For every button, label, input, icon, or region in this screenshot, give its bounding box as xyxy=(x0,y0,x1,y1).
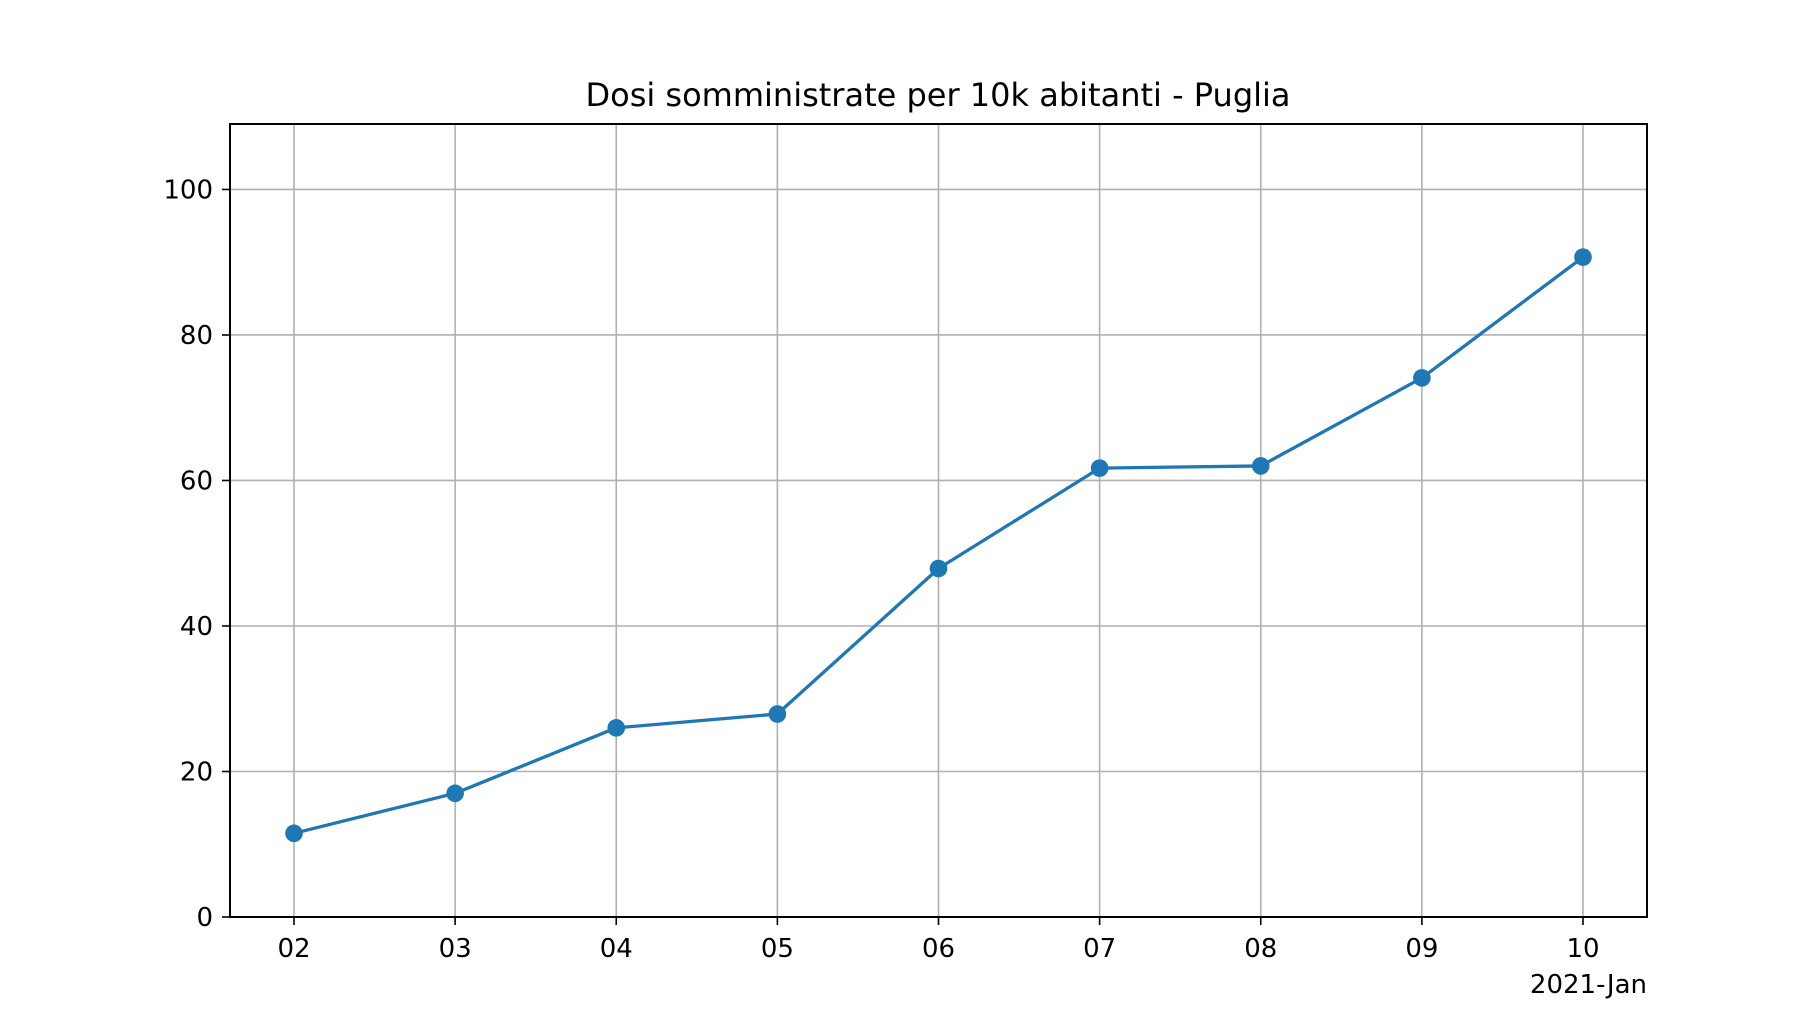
x-tick-label: 04 xyxy=(600,934,633,964)
data-point xyxy=(1574,248,1592,266)
x-tick-label: 08 xyxy=(1244,934,1277,964)
y-tick-label: 60 xyxy=(180,466,213,496)
x-tick-label: 02 xyxy=(277,934,310,964)
data-point xyxy=(768,705,787,723)
chart-title: Dosi somministrate per 10k abitanti - Pu… xyxy=(585,76,1290,114)
x-tick-label: 10 xyxy=(1566,934,1599,964)
data-point xyxy=(607,719,626,737)
x-axis-offset-label: 2021-Jan xyxy=(1530,970,1647,1000)
x-tick-label: 06 xyxy=(922,934,955,964)
data-point xyxy=(1090,459,1109,477)
data-point xyxy=(1413,369,1431,387)
data-point xyxy=(1251,457,1270,475)
data-point xyxy=(929,559,948,578)
x-tick-label: 09 xyxy=(1405,934,1438,964)
series-layer xyxy=(285,248,1592,843)
y-tick-label: 80 xyxy=(180,321,213,351)
x-tick-label: 07 xyxy=(1083,934,1116,964)
y-tick-label: 100 xyxy=(163,175,213,205)
y-tick-label: 20 xyxy=(180,757,213,787)
data-point xyxy=(446,784,464,803)
y-tick-label: 40 xyxy=(180,612,213,642)
x-tick-label: 05 xyxy=(761,934,794,964)
y-tick-label: 0 xyxy=(196,903,213,933)
data-point xyxy=(285,824,303,843)
x-tick-label: 03 xyxy=(439,934,472,964)
